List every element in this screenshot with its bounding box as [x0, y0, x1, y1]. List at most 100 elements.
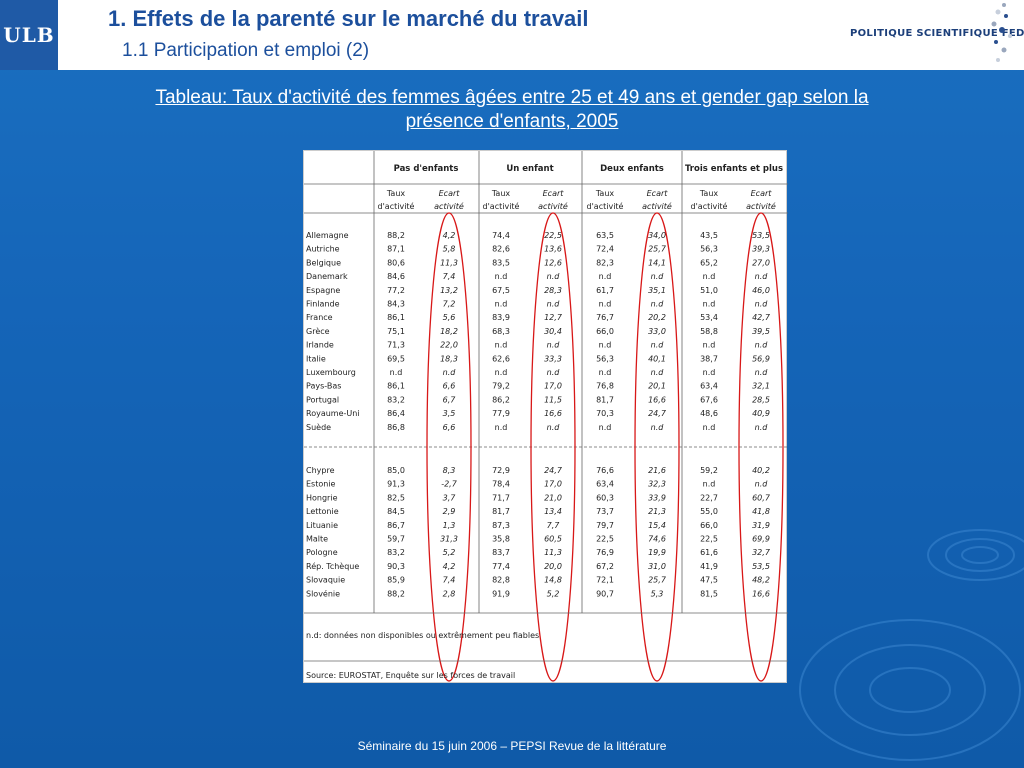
table-cell: n.d: [703, 368, 716, 377]
table-cell: 5,3: [651, 589, 664, 598]
table-cell: 7,4: [443, 576, 456, 585]
table-cell: 48,2: [752, 576, 770, 585]
table-cell: 11,3: [440, 258, 458, 267]
row-country: Finlande: [306, 300, 340, 309]
table-cell: 66,0: [596, 327, 614, 336]
table-cell: 40,9: [752, 409, 770, 418]
caption-line-1: Tableau: Taux d'activité des femmes âgée…: [155, 87, 869, 108]
table-cell: 63,4: [596, 480, 614, 489]
table-cell: 81,7: [596, 395, 614, 404]
table-cell: 53,5: [752, 562, 770, 571]
row-country: Pologne: [306, 548, 338, 557]
table-cell: 40,1: [648, 354, 666, 363]
table-cell: n.d: [755, 423, 769, 432]
table-cell: 91,9: [492, 589, 510, 598]
table-cell: 83,5: [492, 258, 510, 267]
table-cell: 3,5: [443, 409, 456, 418]
table-cell: 83,9: [492, 313, 510, 322]
table-cell: n.d: [547, 272, 561, 281]
table-note: n.d: données non disponibles ou extrêmem…: [306, 630, 539, 640]
table-cell: n.d: [495, 300, 508, 309]
table-cell: 55,0: [700, 507, 718, 516]
table-cell: 39,3: [752, 245, 770, 254]
subheader-rate: Taux: [491, 189, 511, 198]
table-cell: 76,7: [596, 313, 614, 322]
table-cell: 62,6: [492, 354, 510, 363]
subheader-gap: activité: [538, 201, 568, 211]
table-cell: n.d: [651, 341, 665, 350]
table-cell: n.d: [547, 300, 561, 309]
table-cell: 43,5: [700, 231, 718, 240]
table-cell: 27,0: [752, 258, 770, 267]
subheader-gap: Ecart: [647, 189, 669, 198]
table-cell: 22,5: [544, 231, 562, 240]
table-cell: 7,4: [443, 272, 456, 281]
table-cell: 17,0: [544, 480, 562, 489]
table-cell: 2,9: [443, 507, 456, 516]
table-cell: 60,7: [752, 493, 771, 502]
table-cell: 86,2: [492, 395, 510, 404]
table-cell: 11,3: [544, 548, 562, 557]
table-cell: 72,1: [596, 576, 614, 585]
water-ripple-decoration: [799, 529, 1024, 761]
subheader-rate: d'activité: [587, 201, 624, 211]
table-cell: 31,9: [752, 521, 770, 530]
table-cell: 21,3: [648, 507, 666, 516]
table-cell: 60,5: [544, 535, 562, 544]
table-cell: 33,0: [648, 327, 666, 336]
table-cell: 87,1: [387, 245, 405, 254]
table-cell: 84,3: [387, 300, 405, 309]
subheader-gap: Ecart: [439, 189, 461, 198]
table-cell: 81,5: [700, 589, 718, 598]
table-cell: 87,3: [492, 521, 510, 530]
row-country: Slovénie: [306, 588, 340, 598]
table-cell: 53,5: [752, 231, 770, 240]
table-cell: 84,5: [387, 507, 405, 516]
table-cell: n.d: [703, 272, 716, 281]
table-cell: 86,1: [387, 313, 405, 322]
row-country: Slovaquie: [306, 576, 345, 585]
subheader-gap: activité: [434, 201, 464, 211]
table-cell: 48,6: [700, 409, 718, 418]
slide-title: 1. Effets de la parenté sur le marché du…: [108, 6, 589, 31]
table-cell: 65,2: [700, 258, 718, 267]
table-cell: n.d: [495, 341, 508, 350]
subheader-rate: d'activité: [691, 201, 728, 211]
table-cell: 19,9: [648, 548, 666, 557]
table-cell: 47,5: [700, 576, 718, 585]
table-cell: 84,6: [387, 272, 405, 281]
table-cell: 79,7: [596, 521, 614, 530]
table-cell: 67,6: [700, 395, 718, 404]
table-cell: n.d: [390, 368, 403, 377]
table-cell: 18,3: [440, 354, 458, 363]
table-cell: 6,6: [443, 382, 456, 391]
table-cell: n.d: [599, 272, 612, 281]
table-cell: 21,0: [544, 493, 562, 502]
subheader-rate: d'activité: [483, 201, 520, 211]
table-cell: n.d: [755, 368, 769, 377]
table-cell: 13,6: [544, 245, 562, 254]
table-cell: n.d: [495, 368, 508, 377]
table-cell: 74,4: [492, 231, 510, 240]
table-cell: 74,6: [648, 535, 666, 544]
table-cell: n.d: [651, 368, 665, 377]
table-cell: 56,9: [752, 354, 770, 363]
table-cell: 15,4: [648, 521, 666, 530]
table-cell: 85,0: [387, 466, 405, 475]
table-cell: 66,0: [700, 521, 718, 530]
table-cell: 16,6: [544, 409, 562, 418]
table-cell: n.d: [755, 300, 769, 309]
table-cell: 16,6: [752, 589, 770, 598]
row-country: Royaume-Uni: [306, 409, 360, 418]
table-cell: 76,9: [596, 548, 614, 557]
subheader-gap: Ecart: [543, 189, 565, 198]
table-cell: 82,3: [596, 258, 614, 267]
row-country: Suède: [306, 422, 331, 432]
table-cell: 59,2: [700, 466, 718, 475]
table-cell: 53,4: [700, 313, 718, 322]
table-cell: 79,2: [492, 382, 510, 391]
highlight-ellipse: [426, 212, 472, 682]
table-cell: n.d: [703, 480, 716, 489]
subheader-gap: activité: [642, 201, 672, 211]
table-cell: 28,3: [544, 286, 562, 295]
